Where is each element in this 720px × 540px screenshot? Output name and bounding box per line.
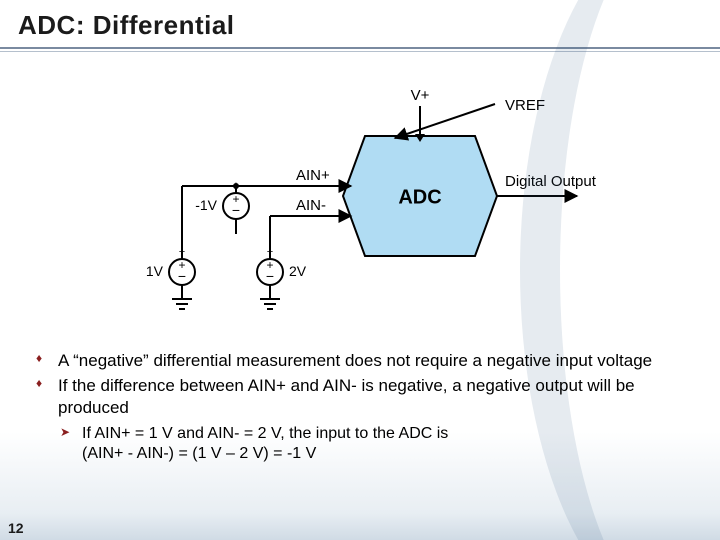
slide: ADC: Differential ADC V+ bbox=[0, 0, 720, 540]
bullet-1: A “negative” differential measurement do… bbox=[36, 350, 690, 371]
svg-text:−: − bbox=[178, 268, 186, 284]
slide-title: ADC: Differential bbox=[0, 0, 720, 45]
title-rule-1 bbox=[0, 47, 720, 49]
svg-text:−: − bbox=[232, 202, 240, 218]
vref-label: VREF bbox=[505, 97, 545, 114]
src-right: +−2V+ bbox=[257, 246, 307, 285]
voltage-sources: +−1V++−-1V++−2V+ bbox=[146, 180, 307, 285]
page-number: 12 bbox=[8, 520, 24, 536]
ainminus-label: AIN- bbox=[296, 197, 326, 214]
sub-bullet-2: (AIN+ - AIN-) = (1 V – 2 V) = -1 V bbox=[36, 444, 690, 464]
ainplus-wire: AIN+ bbox=[270, 167, 351, 186]
svg-text:2V: 2V bbox=[289, 263, 307, 279]
vplus-label: V+ bbox=[411, 87, 430, 104]
bullet-list: A “negative” differential measurement do… bbox=[36, 350, 690, 464]
adc-block: ADC bbox=[343, 136, 497, 256]
src-left: +−1V+ bbox=[146, 246, 195, 285]
svg-text:−: − bbox=[266, 268, 274, 284]
adc-circuit-diagram: ADC V+ VREF AIN+ AIN- bbox=[110, 66, 610, 336]
ainminus-wire: AIN- bbox=[270, 197, 351, 216]
sub-bullet-1: If AIN+ = 1 V and AIN- = 2 V, the input … bbox=[36, 424, 690, 444]
calc-prefix: (AIN+ - AIN-) = (1 V – 2 V) = bbox=[82, 445, 287, 462]
calc-result: -1 V bbox=[287, 445, 316, 462]
adc-label: ADC bbox=[398, 186, 441, 208]
ainplus-label: AIN+ bbox=[296, 167, 330, 184]
digital-output-label: Digital Output bbox=[505, 173, 597, 190]
bullet-2: If the difference between AIN+ and AIN- … bbox=[36, 375, 690, 418]
svg-text:1V: 1V bbox=[146, 263, 164, 279]
diagram-container: ADC V+ VREF AIN+ AIN- bbox=[0, 66, 720, 336]
title-rule-2 bbox=[0, 51, 720, 52]
svg-text:-1V: -1V bbox=[195, 197, 217, 213]
digital-output-wire: Digital Output bbox=[497, 173, 597, 196]
vplus-pin: V+ bbox=[411, 87, 430, 142]
